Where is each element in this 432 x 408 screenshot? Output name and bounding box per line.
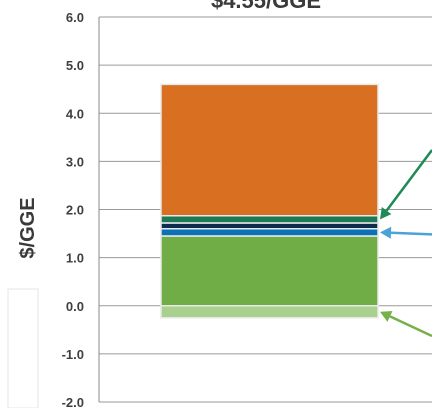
y-tick-label: -2.0 [62, 395, 84, 408]
bar-segment-4 [160, 222, 379, 230]
annotation-arrow-line [389, 315, 432, 338]
bar-segment-6 [160, 83, 379, 217]
y-tick-label: 5.0 [66, 58, 84, 73]
chart-title: $4.55/GGE [211, 0, 321, 13]
y-tick-labels: 6.0 5.0 4.0 3.0 2.0 1.0 0.0 -1.0 -2.0 [62, 10, 84, 408]
annotation-arrow-line [390, 231, 432, 236]
y-tick-label: 2.0 [66, 203, 84, 218]
y-tick-label: 0.0 [66, 299, 84, 314]
inset-panel [7, 288, 39, 408]
bar-segment-1 [160, 305, 379, 319]
y-tick-label: 1.0 [66, 251, 84, 266]
y-axis-label: $/GGE [17, 197, 39, 258]
bar-segment-5 [160, 215, 379, 224]
annotation-arrow-line [385, 149, 432, 212]
y-tick-label: -1.0 [62, 347, 84, 362]
y-tick-label: 3.0 [66, 154, 84, 169]
annotation-arrows [380, 149, 432, 338]
y-tick-label: 4.0 [66, 106, 84, 121]
y-tick-label: 6.0 [66, 10, 84, 25]
stacked-bar [160, 83, 379, 319]
bar-segment-3 [160, 228, 379, 237]
annotation-arrow-head [380, 310, 393, 322]
annotation-arrow-head [380, 206, 392, 220]
bar-segment-2 [160, 235, 379, 307]
annotation-arrow-head [380, 226, 392, 239]
